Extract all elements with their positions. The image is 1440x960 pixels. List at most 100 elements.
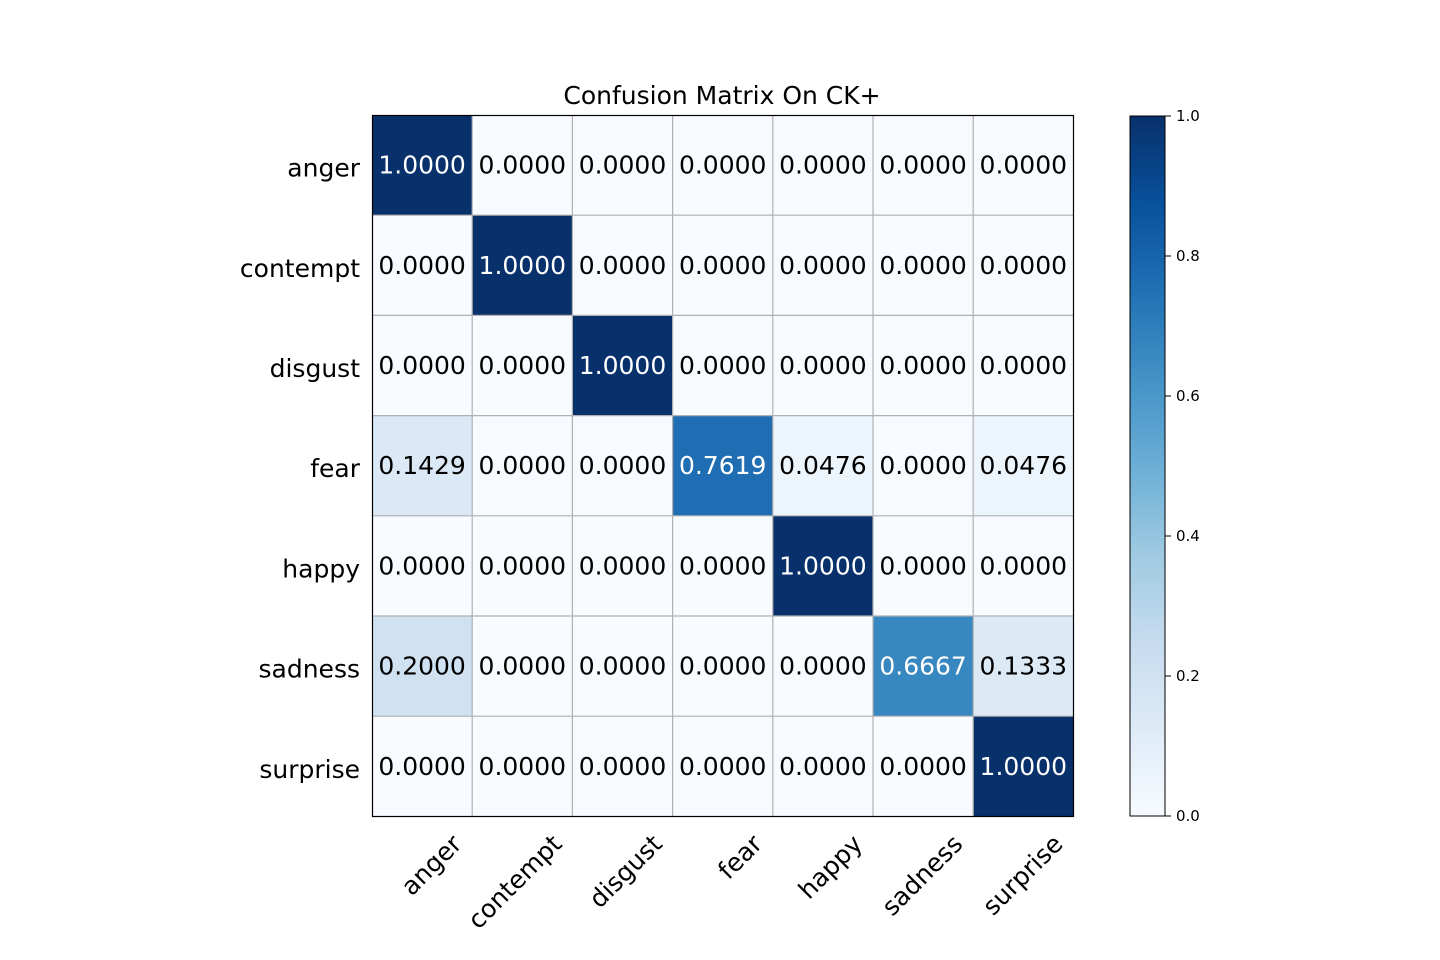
heatmap-cell <box>873 215 974 316</box>
x-tick-label: contempt <box>462 829 568 935</box>
cell-value-label: 0.0000 <box>579 652 666 681</box>
heatmap-cells <box>372 115 1074 817</box>
cell-value-label: 0.0000 <box>980 351 1067 380</box>
x-tick-label: fear <box>712 829 768 885</box>
cell-value-label: 0.6667 <box>879 652 966 681</box>
heatmap-cell <box>772 415 874 517</box>
heatmap-cell <box>472 515 573 617</box>
colorbar: 0.0 0.2 0.4 0.6 0.8 1.0 <box>1129 107 1200 825</box>
cell-value-label: 0.0000 <box>679 752 766 781</box>
cell-value-label: 0.0000 <box>879 551 966 580</box>
cell-value-label: 0.1333 <box>980 652 1067 681</box>
heatmap-cell <box>372 616 473 717</box>
cell-value-label: 0.0000 <box>679 351 766 380</box>
colorbar-tick-label: 1.0 <box>1176 107 1200 125</box>
x-tick-label: anger <box>395 829 467 901</box>
heatmap-cell <box>973 415 1074 517</box>
cell-value-label: 0.0000 <box>779 351 866 380</box>
heatmap-cell <box>772 215 874 316</box>
y-tick-label: contempt <box>240 254 360 283</box>
cell-value-label: 0.0000 <box>679 551 766 580</box>
cell-value-label: 1.0000 <box>980 752 1067 781</box>
cell-value-label: 0.0000 <box>879 351 966 380</box>
cell-value-label: 0.0000 <box>378 351 465 380</box>
cell-value-label: 0.0000 <box>378 251 465 280</box>
heatmap-cell <box>572 315 674 417</box>
heatmap-cell <box>873 115 974 216</box>
chart-title: Confusion Matrix On CK+ <box>563 81 880 110</box>
cell-value-label: 0.0000 <box>479 652 566 681</box>
x-tick-label: happy <box>793 829 869 905</box>
heatmap-cell <box>772 616 874 717</box>
x-tick-label: sadness <box>876 829 968 921</box>
heatmap-cell <box>772 515 874 617</box>
y-tick-label: fear <box>310 454 361 483</box>
heatmap-cell <box>572 115 674 216</box>
colorbar-ticks: 0.0 0.2 0.4 0.6 0.8 1.0 <box>1165 107 1200 825</box>
cell-value-label: 0.0000 <box>879 752 966 781</box>
heatmap-cell <box>672 415 774 517</box>
colorbar-tick-label: 0.2 <box>1176 667 1200 685</box>
heatmap-cell <box>672 315 774 417</box>
heatmap-cell <box>772 115 874 216</box>
plot-frame <box>371 114 1075 818</box>
cell-value-label: 0.0476 <box>779 451 866 480</box>
cell-value-label: 0.0000 <box>980 551 1067 580</box>
heatmap-cell-labels: 1.0000 0.0000 0.0000 0.0000 0.0000 0.0000 0.00… <box>378 151 1067 781</box>
cell-value-label: 0.0000 <box>579 551 666 580</box>
cell-value-label: 1.0000 <box>579 351 666 380</box>
heatmap-cell <box>672 616 774 717</box>
cell-value-label: 1.0000 <box>479 251 566 280</box>
cell-value-label: 0.0000 <box>579 151 666 180</box>
colorbar-frame <box>1129 115 1166 817</box>
heatmap-cell <box>973 315 1074 417</box>
heatmap-cell <box>472 716 573 817</box>
heatmap-cell <box>873 515 974 617</box>
heatmap-cell <box>672 515 774 617</box>
cell-value-label: 0.0000 <box>378 551 465 580</box>
heatmap-cell <box>672 215 774 316</box>
heatmap-cell <box>372 515 473 617</box>
cell-value-label: 1.0000 <box>378 151 465 180</box>
cell-value-label: 0.0000 <box>879 151 966 180</box>
cell-value-label: 1.0000 <box>779 551 866 580</box>
x-tick-label: surprise <box>977 829 1069 921</box>
cell-value-label: 0.0000 <box>980 251 1067 280</box>
heatmap-cell <box>672 716 774 817</box>
heatmap-cell <box>772 315 874 417</box>
cell-value-label: 0.0000 <box>779 652 866 681</box>
y-tick-label: anger <box>287 154 360 183</box>
cell-value-label: 0.0000 <box>579 251 666 280</box>
heatmap-cell <box>772 716 874 817</box>
x-tick-label: disgust <box>583 829 668 914</box>
y-tick-label: disgust <box>270 354 361 383</box>
heatmap-cell <box>973 215 1074 316</box>
cell-value-label: 0.0476 <box>980 451 1067 480</box>
cell-value-label: 0.0000 <box>679 251 766 280</box>
cell-value-label: 0.0000 <box>579 752 666 781</box>
colorbar-tick-label: 0.4 <box>1176 527 1200 545</box>
heatmap-cell <box>572 415 674 517</box>
heatmap-cell <box>372 415 473 517</box>
heatmap-cell <box>973 515 1074 617</box>
heatmap-cell <box>472 215 573 316</box>
cell-value-label: 0.0000 <box>779 151 866 180</box>
colorbar-gradient <box>1130 116 1165 816</box>
cell-value-label: 0.0000 <box>479 351 566 380</box>
heatmap-cell <box>873 415 974 517</box>
y-tick-label: sadness <box>259 655 361 684</box>
heatmap-cell <box>472 115 573 216</box>
cell-value-label: 0.0000 <box>679 652 766 681</box>
cell-value-label: 0.0000 <box>378 752 465 781</box>
cell-value-label: 0.0000 <box>779 251 866 280</box>
heatmap-cell <box>372 115 473 216</box>
heatmap-cell <box>973 716 1074 817</box>
heatmap-cell <box>572 716 674 817</box>
heatmap-cell <box>572 215 674 316</box>
heatmap-gridlines <box>372 115 1074 817</box>
y-tick-label: happy <box>282 554 360 583</box>
heatmap-cell <box>372 716 473 817</box>
colorbar-tick-label: 0.0 <box>1176 807 1200 825</box>
